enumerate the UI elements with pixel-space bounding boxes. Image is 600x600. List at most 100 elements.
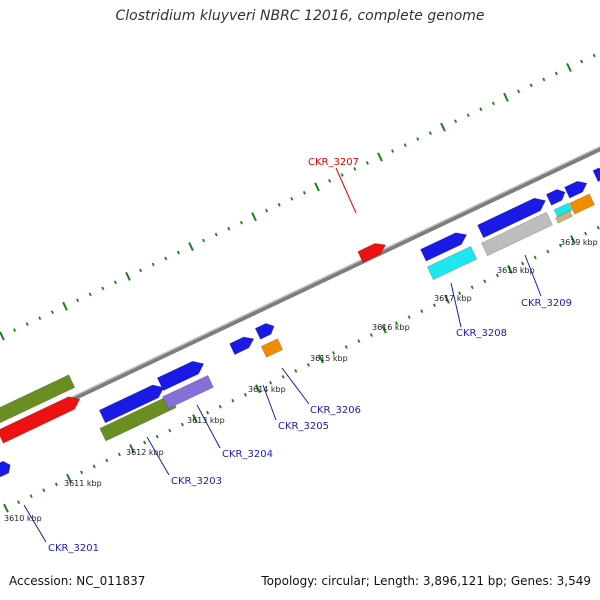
- scale-major-tick: [444, 294, 450, 304]
- scale-major-tick: [251, 212, 257, 222]
- scale-minor-tick: [227, 226, 231, 231]
- genome-summary-text: Topology: circular; Length: 3,896,121 bp…: [261, 574, 591, 588]
- scale-minor-tick: [42, 488, 46, 493]
- leader-line-ckr-3207: [335, 167, 357, 214]
- scale-minor-tick: [202, 238, 206, 243]
- scale-minor-tick: [596, 225, 600, 230]
- scale-minor-tick: [92, 464, 96, 469]
- scale-minor-tick: [29, 494, 33, 499]
- gene-blue-3204b: [156, 360, 205, 391]
- scale-minor-tick: [542, 77, 546, 82]
- scale-minor-tick: [546, 249, 550, 254]
- scale-major-tick: [255, 384, 261, 394]
- scale-minor-tick: [38, 316, 42, 320]
- accession-text: Accession: NC_011837: [9, 574, 146, 588]
- gene-blue-3204a: [98, 384, 165, 424]
- leader-line-ckr-3203: [146, 436, 170, 476]
- scale-minor-tick: [105, 458, 109, 463]
- scale-minor-tick: [269, 380, 273, 385]
- gene-blue-r1: [545, 189, 566, 206]
- scale-major-tick: [566, 62, 572, 72]
- gene-blue-r2: [564, 180, 588, 199]
- scale-minor-tick: [580, 59, 584, 64]
- scale-major-tick: [503, 92, 509, 102]
- leader-line-ckr-3205: [262, 384, 277, 421]
- scale-minor-tick: [277, 202, 281, 207]
- scale-minor-tick: [214, 232, 218, 237]
- gene-label-ckr-3205: CKR_3205: [278, 421, 329, 432]
- scale-minor-tick: [554, 71, 558, 76]
- scale-minor-tick: [470, 285, 474, 290]
- leader-line-ckr-3201: [23, 504, 47, 543]
- scale-minor-tick: [395, 321, 399, 325]
- scale-major-tick: [125, 271, 131, 281]
- gene-tan-r1: [555, 210, 573, 224]
- gene-label-ckr-3208: CKR_3208: [456, 328, 507, 339]
- scale-label: 3614 kbp: [248, 385, 286, 394]
- scale-minor-tick: [491, 101, 495, 106]
- scale-minor-tick: [50, 310, 54, 315]
- gene-red-left: [0, 396, 81, 444]
- scale-major-tick: [129, 443, 135, 453]
- scale-minor-tick: [529, 83, 533, 88]
- scale-minor-tick: [495, 273, 499, 278]
- scale-minor-tick: [180, 422, 184, 427]
- scale-minor-tick: [231, 398, 235, 403]
- scale-major-tick: [381, 324, 387, 334]
- scale-minor-tick: [454, 119, 458, 124]
- scale-label: 3615 kbp: [310, 354, 348, 363]
- genome-backbone: [0, 145, 600, 437]
- scale-major-tick: [314, 182, 320, 192]
- gene-blue-3208: [420, 232, 468, 262]
- genome-title: Clostridium kluyveri NBRC 12016, complet…: [115, 8, 485, 24]
- scale-minor-tick: [428, 131, 432, 135]
- scale-minor-tick: [101, 286, 105, 291]
- gene-label-ckr-3207: CKR_3207: [308, 157, 359, 168]
- scale-major-tick: [188, 242, 194, 252]
- scale-minor-tick: [344, 345, 348, 349]
- gene-slate-3204: [162, 375, 214, 409]
- scale-minor-tick: [164, 256, 168, 261]
- gene-label-ckr-3204: CKR_3204: [222, 449, 273, 460]
- scale-minor-tick: [143, 440, 147, 445]
- leader-line-ckr-3206: [281, 367, 310, 405]
- scale-minor-tick: [168, 428, 172, 433]
- scale-minor-tick: [357, 339, 361, 343]
- gene-orange-r2: [569, 193, 595, 215]
- scale-major-tick: [3, 503, 9, 513]
- scale-minor-tick: [592, 53, 596, 58]
- scale-minor-tick: [25, 322, 29, 326]
- scale-minor-tick: [302, 190, 306, 195]
- scale-minor-tick: [391, 149, 395, 153]
- scale-minor-tick: [407, 315, 411, 319]
- gene-label-ckr-3206: CKR_3206: [310, 405, 361, 416]
- scale-minor-tick: [218, 404, 222, 409]
- lower-scale-ticks: [3, 225, 600, 513]
- scale-major-tick: [0, 331, 5, 341]
- scale-minor-tick: [151, 262, 155, 267]
- leader-line-ckr-3204: [196, 404, 221, 449]
- gene-gray-3209: [481, 211, 553, 257]
- gene-blue-3209: [477, 197, 546, 239]
- scale-minor-tick: [243, 392, 247, 397]
- scale-minor-tick: [332, 351, 336, 355]
- scale-minor-tick: [80, 470, 84, 475]
- scale-minor-tick: [558, 243, 562, 248]
- scale-minor-tick: [479, 107, 483, 112]
- gene-blue-r3: [592, 167, 600, 183]
- scale-major-tick: [192, 414, 198, 424]
- scale-minor-tick: [416, 137, 420, 141]
- scale-minor-tick: [483, 279, 487, 284]
- gene-olive-left: [0, 374, 76, 424]
- scale-minor-tick: [353, 167, 357, 171]
- scale-minor-tick: [294, 369, 298, 373]
- scale-minor-tick: [76, 298, 80, 303]
- scale-label: 3611 kbp: [64, 479, 102, 488]
- upper-scale-ticks: [0, 53, 596, 341]
- gene-label-ckr-3203: CKR_3203: [171, 476, 222, 487]
- scale-label: 3612 kbp: [126, 448, 164, 457]
- scale-label: 3617 kbp: [434, 294, 472, 303]
- genome-backbone-highlight: [0, 146, 600, 432]
- scale-major-tick: [66, 473, 72, 483]
